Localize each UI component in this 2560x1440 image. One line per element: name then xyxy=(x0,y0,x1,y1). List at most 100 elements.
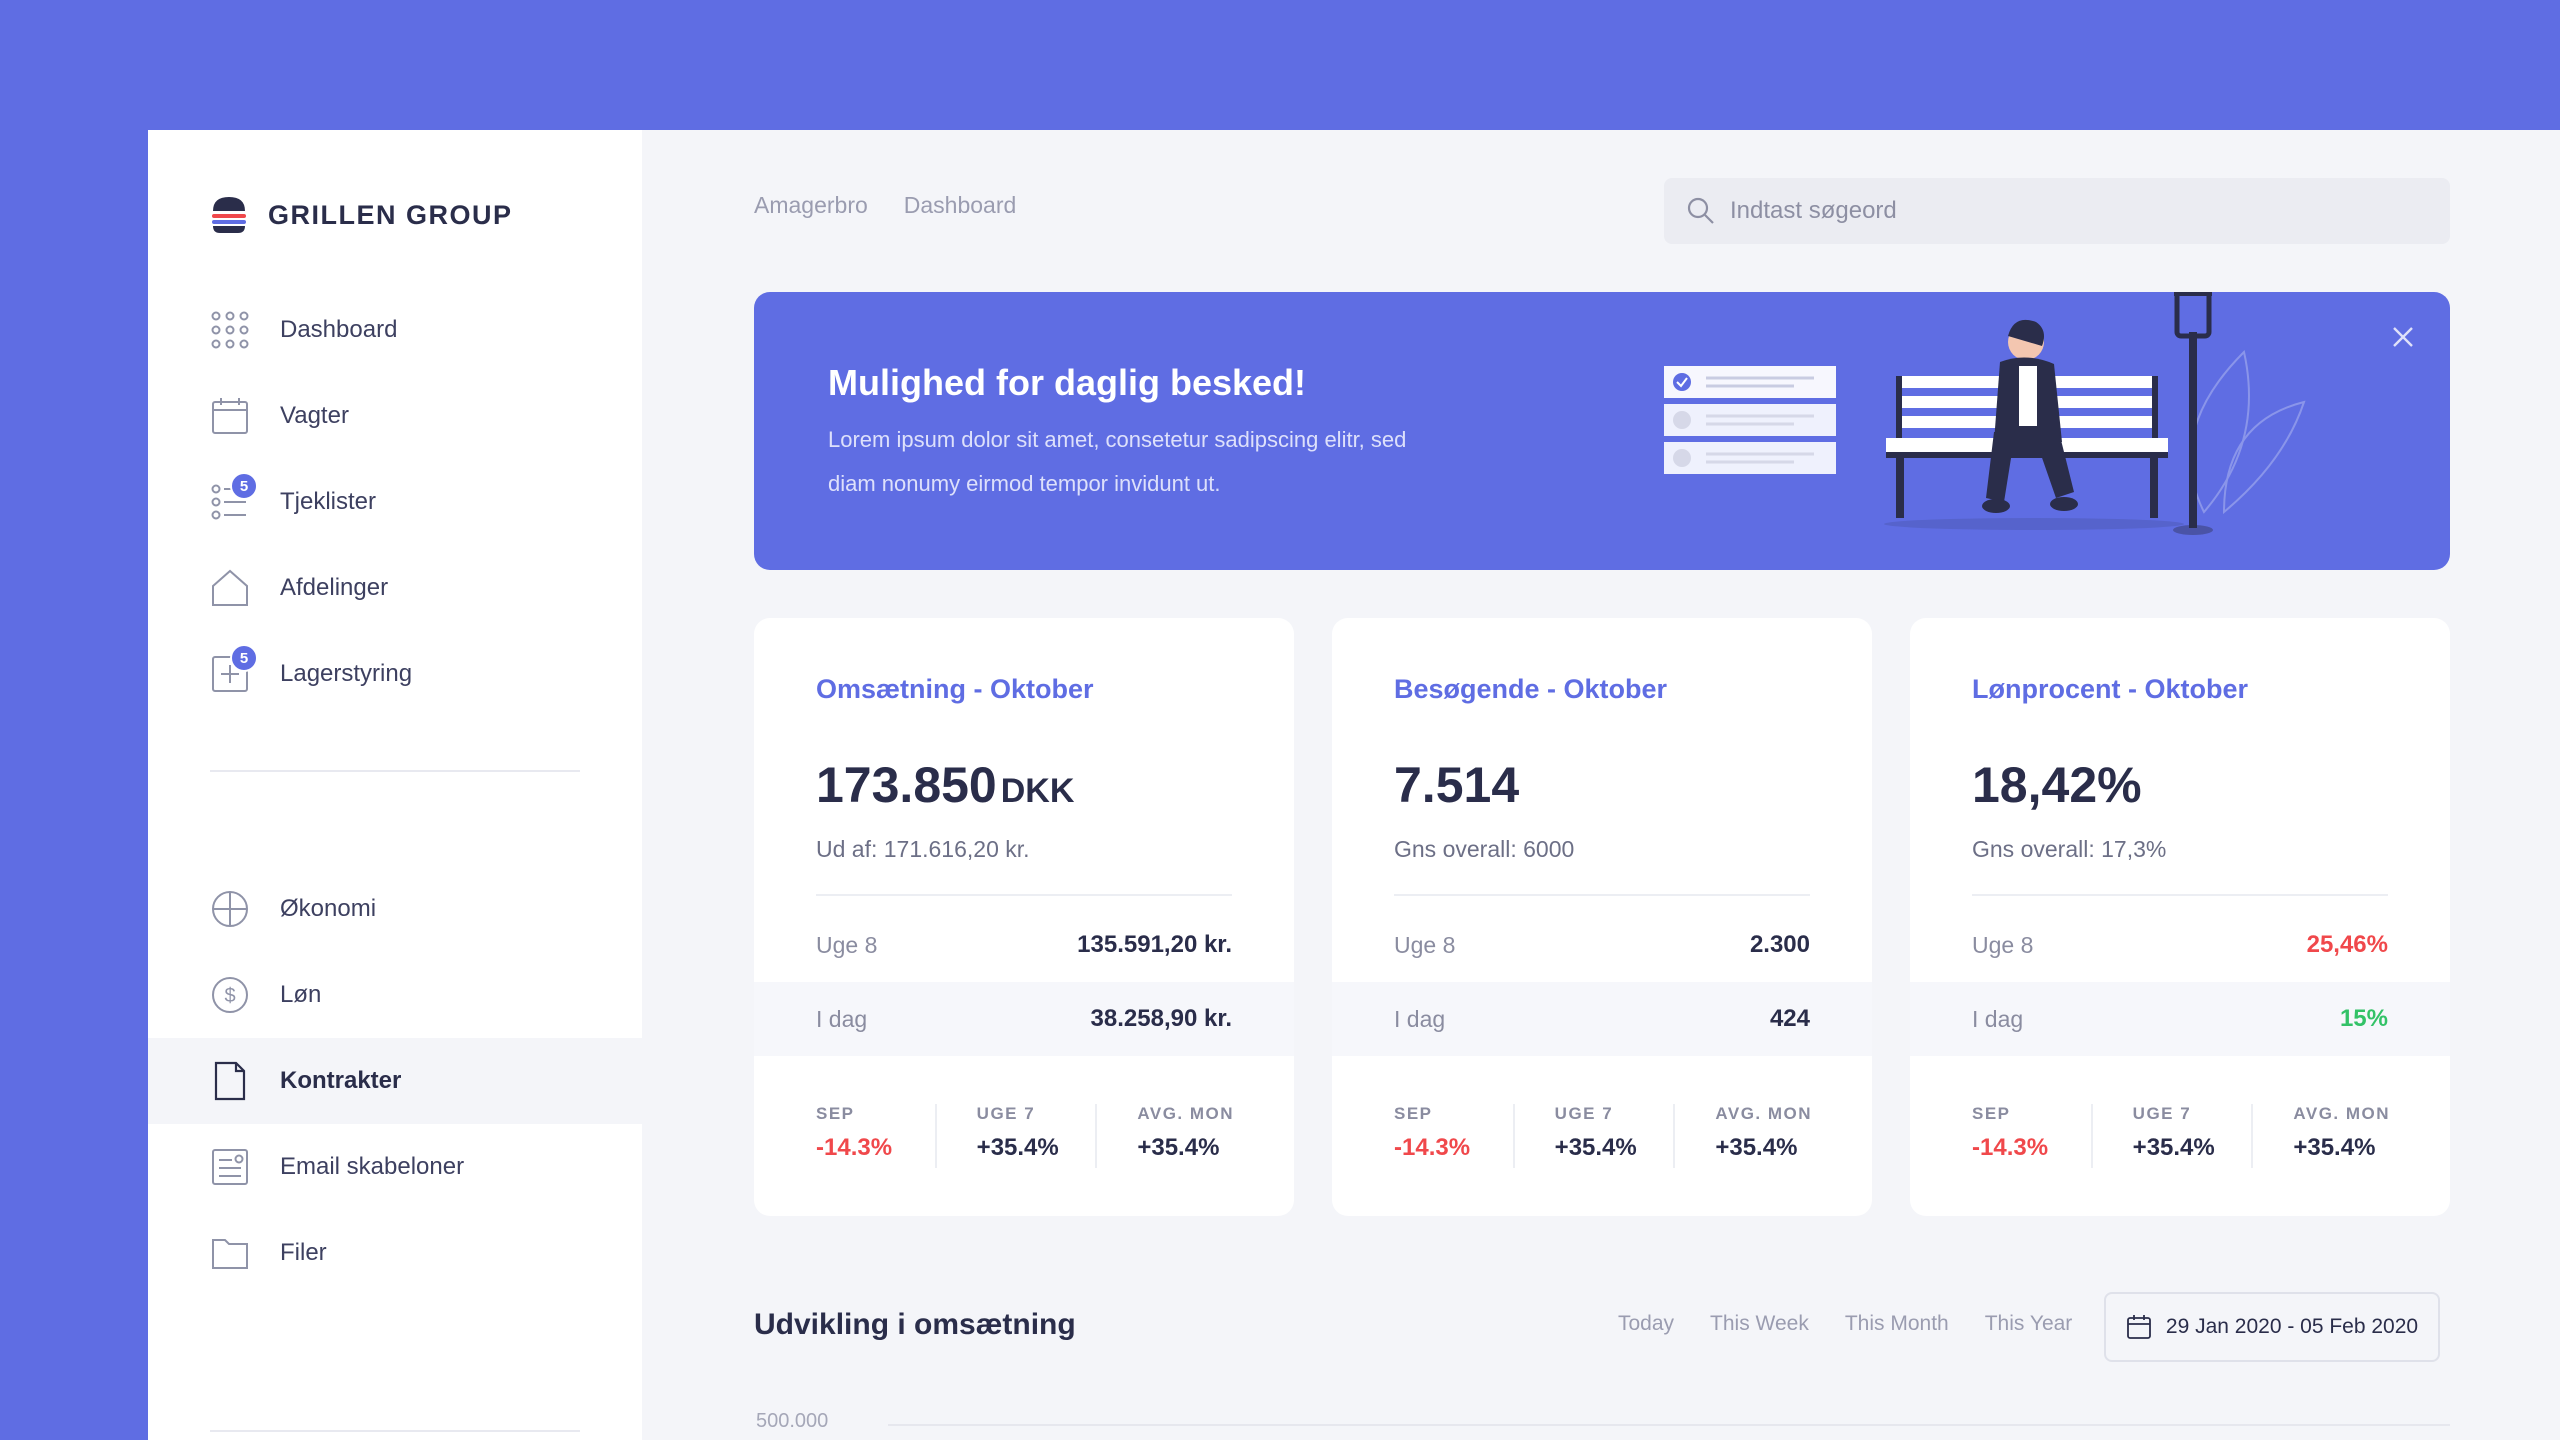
tab-this-week[interactable]: This Week xyxy=(1710,1312,1809,1335)
close-icon[interactable] xyxy=(2388,322,2418,352)
stat-value: +35.4% xyxy=(1137,1134,1220,1161)
sidebar-item-label: Dashboard xyxy=(280,316,398,343)
stat-label: UGE 7 xyxy=(2132,1104,2192,1123)
row-label: I dag xyxy=(1394,1005,1446,1032)
sidebar-item-email-skabeloner[interactable]: Email skabeloner xyxy=(148,1124,642,1210)
row-label: I dag xyxy=(1972,1005,2024,1032)
tab-today[interactable]: Today xyxy=(1618,1312,1675,1335)
card-subtitle: Gns overall: 17,3% xyxy=(1972,836,2167,862)
stat-label: UGE 7 xyxy=(976,1104,1036,1123)
stat-label: UGE 7 xyxy=(1554,1104,1614,1123)
email-template-icon xyxy=(210,1147,250,1187)
stat-value: +35.4% xyxy=(1715,1134,1798,1161)
search-input[interactable] xyxy=(1730,197,2410,225)
chart-section-title: Udvikling i omsætning xyxy=(754,1308,1076,1341)
sidebar-divider xyxy=(210,1430,580,1432)
time-range-tabs: Today This Week This Month This Year xyxy=(1618,1312,2072,1336)
tab-this-year[interactable]: This Year xyxy=(1984,1312,2073,1335)
brand-name: GRILLEN GROUP xyxy=(268,199,513,230)
sidebar-item-kontrakter[interactable]: Kontrakter xyxy=(148,1038,642,1124)
card-row: I dag 15% xyxy=(1910,982,2450,1056)
sidebar: GRILLEN GROUP Dashboard Vagter xyxy=(148,130,642,1440)
sidebar-item-vagter[interactable]: Vagter xyxy=(148,373,642,459)
sidebar-item-filer[interactable]: Filer xyxy=(148,1210,642,1296)
banner-text: Lorem ipsum dolor sit amet, consetetur s… xyxy=(828,427,1407,496)
brand[interactable]: GRILLEN GROUP xyxy=(210,190,513,240)
card-row: I dag 424 xyxy=(1332,982,1872,1056)
stat-value: -14.3% xyxy=(1972,1134,2049,1161)
card-row: Uge 8 25,46% xyxy=(1910,908,2450,982)
card-title: Besøgende - Oktober xyxy=(1394,674,1668,704)
calendar-icon xyxy=(2126,1315,2151,1339)
sidebar-item-afdelinger[interactable]: Afdelinger xyxy=(148,545,642,631)
stat-label: SEP xyxy=(1972,1104,2011,1123)
sidebar-item-lon[interactable]: $ Løn xyxy=(148,952,642,1038)
stat-item: AVG. MON +35.4% xyxy=(1095,1104,1256,1168)
stat-value: +35.4% xyxy=(1554,1134,1637,1161)
row-label: Uge 8 xyxy=(1394,931,1456,958)
card-divider xyxy=(1972,894,2388,896)
card-stats: SEP -14.3% UGE 7 +35.4% AVG. MON +35.4% xyxy=(1394,1104,1834,1168)
stat-item: SEP -14.3% xyxy=(1972,1104,2091,1168)
breadcrumb-item[interactable]: Dashboard xyxy=(903,192,1017,218)
stat-value: -14.3% xyxy=(1394,1134,1471,1161)
sidebar-item-tjeklister[interactable]: 5 Tjeklister xyxy=(148,459,642,545)
stat-card-omsaetning: Omsætning - Oktober 173.850 DKK Ud af: 17… xyxy=(754,618,1294,1216)
date-range-picker[interactable]: 29 Jan 2020 - 05 Feb 2020 xyxy=(2104,1292,2440,1362)
row-value: 15% xyxy=(2339,1005,2388,1032)
sidebar-item-label: Afdelinger xyxy=(280,574,389,601)
sidebar-item-label: Lagerstyring xyxy=(280,660,413,687)
pie-chart-icon xyxy=(210,889,250,929)
card-subtitle: Gns overall: 6000 xyxy=(1394,836,1575,862)
card-subtitle: Ud af: 171.616,20 kr. xyxy=(816,836,1030,862)
card-row: I dag 38.258,90 kr. xyxy=(754,982,1294,1056)
calendar-icon xyxy=(210,396,250,436)
notification-banner: Mulighed for daglig besked! Lorem ipsum … xyxy=(754,292,2450,570)
folder-icon xyxy=(210,1233,250,1273)
stat-label: SEP xyxy=(816,1104,855,1123)
svg-text:$: $ xyxy=(224,985,235,1007)
stat-value: +35.4% xyxy=(2132,1134,2215,1161)
row-label: I dag xyxy=(816,1005,868,1032)
search-icon xyxy=(1687,197,1714,224)
row-value: 38.258,90 kr. xyxy=(1090,1005,1232,1032)
sidebar-item-dashboard[interactable]: Dashboard xyxy=(148,287,642,373)
sidebar-item-label: Vagter xyxy=(280,402,349,429)
row-label: Uge 8 xyxy=(816,931,878,958)
card-row: Uge 8 2.300 xyxy=(1332,908,1872,982)
tab-this-month[interactable]: This Month xyxy=(1844,1312,1949,1335)
bench-illustration-icon xyxy=(1664,292,2306,535)
banner-title: Mulighed for daglig besked! xyxy=(828,362,1307,403)
sidebar-item-lagerstyring[interactable]: 5 Lagerstyring xyxy=(148,631,642,717)
stat-label: AVG. MON xyxy=(1715,1104,1813,1123)
y-axis-tick: 500.000 xyxy=(756,1410,829,1432)
sidebar-item-label: Tjeklister xyxy=(280,488,377,515)
card-row: Uge 8 135.591,20 kr. xyxy=(754,908,1294,982)
stat-item: UGE 7 +35.4% xyxy=(1512,1104,1674,1168)
stat-label: AVG. MON xyxy=(1137,1104,1235,1123)
inventory-icon: 5 xyxy=(210,644,258,694)
card-value-number: 7.514 xyxy=(1394,757,1520,813)
card-value: 18,42% xyxy=(1972,756,2142,814)
stat-card-lonprocent: Lønprocent - Oktober 18,42% Gns overall:… xyxy=(1910,618,2450,1216)
card-value: 7.514 xyxy=(1394,756,1519,814)
sidebar-item-label: Filer xyxy=(280,1239,327,1266)
row-value: 2.300 xyxy=(1749,931,1810,958)
sidebar-item-label: Kontrakter xyxy=(280,1067,402,1094)
stat-item: UGE 7 +35.4% xyxy=(2090,1104,2252,1168)
stat-label: SEP xyxy=(1394,1104,1433,1123)
card-divider xyxy=(1394,894,1810,896)
checklist-icon: 5 xyxy=(210,472,258,522)
search-box[interactable] xyxy=(1664,178,2450,244)
dollar-icon: $ xyxy=(210,975,250,1015)
card-divider xyxy=(816,894,1232,896)
card-value-unit: DKK xyxy=(1000,772,1075,810)
breadcrumb-item[interactable]: Amagerbro xyxy=(754,192,868,218)
breadcrumb: Amagerbro Dashboard xyxy=(754,192,1016,219)
app-window: GRILLEN GROUP Dashboard Vagter xyxy=(148,130,2560,1440)
sidebar-divider xyxy=(210,770,580,772)
home-icon xyxy=(210,568,250,608)
card-value: 173.850 DKK xyxy=(816,756,1074,814)
card-title: Lønprocent - Oktober xyxy=(1972,674,2248,704)
sidebar-item-okonomi[interactable]: Økonomi xyxy=(148,866,642,952)
